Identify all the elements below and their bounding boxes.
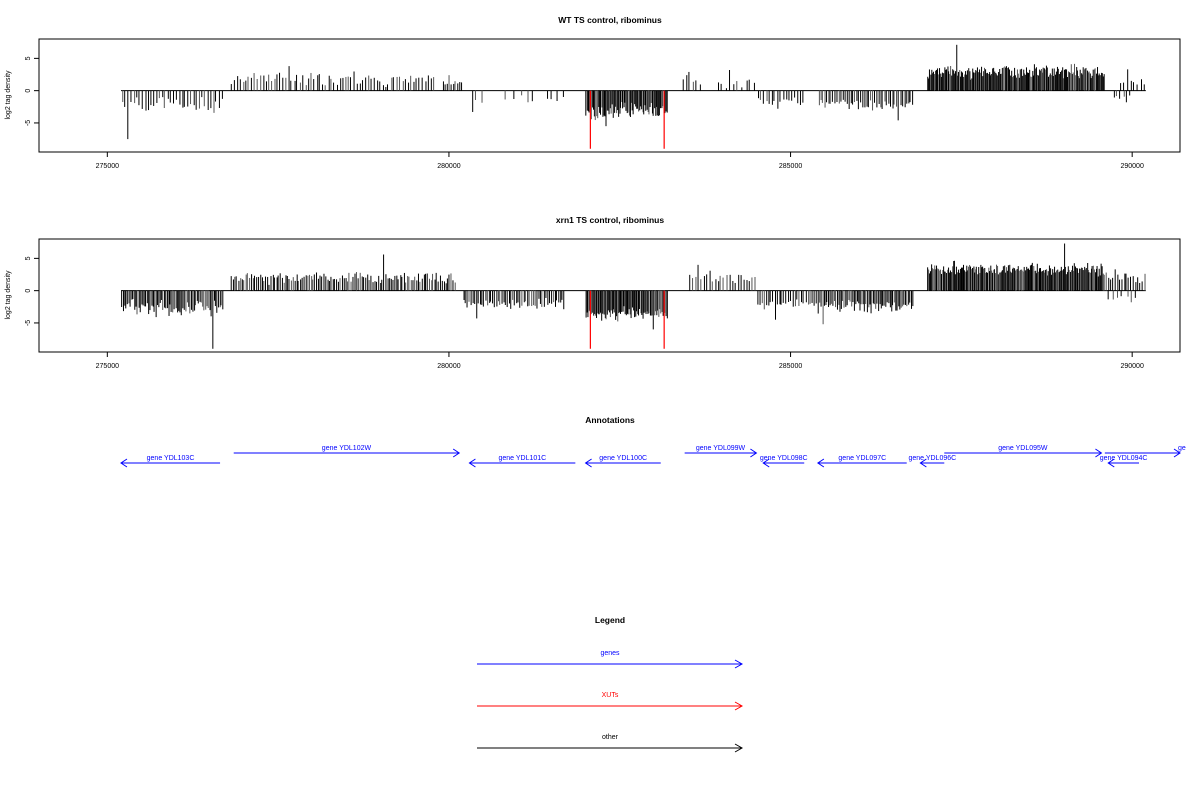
- panel-title: WT TS control, ribominus: [558, 15, 662, 25]
- y-tick-label: 5: [25, 256, 32, 260]
- arrow-head: [762, 458, 770, 468]
- gene-annotation: ge: [1104, 445, 1186, 458]
- gene-label: gene YDL096C: [908, 455, 956, 462]
- legend-item: XUTs: [477, 692, 744, 711]
- arrow-head: [750, 448, 758, 458]
- y-tick-label: -5: [25, 320, 32, 326]
- gene-annotation: gene YDL102W: [233, 445, 461, 458]
- gene-label: gene YDL103C: [147, 455, 195, 462]
- legend-label: other: [602, 734, 619, 741]
- x-tick-label: 280000: [437, 363, 460, 370]
- gene-label: ge: [1178, 445, 1186, 452]
- gene-annotation: gene YDL103C: [120, 455, 221, 468]
- bar-series: [121, 243, 1146, 349]
- y-axis-label: log2 tag density: [5, 70, 12, 120]
- legend: Legend genes XUTs other: [477, 615, 744, 753]
- x-tick-label: 290000: [1120, 163, 1143, 170]
- x-tick-label: 285000: [779, 363, 802, 370]
- gene-annotation: gene YDL101C: [468, 455, 576, 468]
- gene-label: gene YDL099W: [696, 445, 746, 452]
- gene-label: gene YDL095W: [998, 445, 1048, 452]
- gene-annotation: gene YDL099W: [684, 445, 758, 458]
- x-tick-label: 280000: [437, 163, 460, 170]
- panel-wt: WT TS control, ribominus log2 tag densit…: [5, 15, 1181, 170]
- gene-annotation: gene YDL095W: [944, 445, 1103, 458]
- arrow-head: [816, 458, 825, 468]
- arrow-head: [1173, 448, 1181, 458]
- arrow-head: [734, 701, 744, 711]
- legend-item: genes: [477, 650, 744, 669]
- panel-title: xrn1 TS control, ribominus: [556, 215, 664, 225]
- gene-annotation: gene YDL096C: [908, 455, 956, 468]
- gene-annotation: gene YDL094C: [1100, 455, 1148, 468]
- arrow-head: [452, 448, 461, 458]
- bar-series: [122, 44, 1145, 140]
- y-tick-label: 5: [25, 56, 32, 60]
- gene-label: gene YDL102W: [322, 445, 372, 452]
- gene-label: gene YDL094C: [1100, 455, 1148, 462]
- annotations-title: Annotations: [585, 415, 635, 425]
- gene-annotation: gene YDL098C: [760, 455, 808, 468]
- panel-xrn1: xrn1 TS control, ribominus log2 tag dens…: [5, 215, 1181, 370]
- y-tick-label: -5: [25, 120, 32, 126]
- legend-label: genes: [600, 650, 620, 657]
- gene-annotation: gene YDL097C: [816, 455, 907, 468]
- arrow-head: [120, 458, 128, 468]
- gene-label: gene YDL101C: [499, 455, 547, 462]
- y-tick-label: 0: [25, 89, 32, 93]
- arrow-head: [734, 659, 744, 669]
- x-tick-label: 285000: [779, 163, 802, 170]
- axes: 275000 280000 285000 290000 5 0 -5: [25, 256, 1144, 370]
- axes: 275000 280000 285000 290000 5 0 -5: [25, 56, 1144, 170]
- plot-frame: [38, 238, 1181, 353]
- arrow-head: [1107, 458, 1115, 468]
- y-tick-label: 0: [25, 289, 32, 293]
- plot-frame: [38, 38, 1181, 153]
- arrow-head: [584, 458, 592, 468]
- gene-label: gene YDL098C: [760, 455, 808, 462]
- arrow-head: [1095, 448, 1103, 458]
- arrow-head: [734, 743, 744, 753]
- xut-marks: [589, 90, 665, 149]
- y-axis-label: log2 tag density: [5, 270, 12, 320]
- legend-title: Legend: [595, 615, 625, 625]
- x-tick-label: 275000: [96, 363, 119, 370]
- legend-item: other: [477, 734, 744, 753]
- gene-arrows: gene YDL103C gene YDL102W gene YDL101C gene…: [120, 445, 1186, 468]
- gene-label: gene YDL100C: [599, 455, 647, 462]
- arrow-head: [468, 458, 476, 468]
- gene-annotation: gene YDL100C: [584, 455, 661, 468]
- x-tick-label: 275000: [96, 163, 119, 170]
- xut-marks: [589, 290, 665, 349]
- legend-label: XUTs: [602, 692, 619, 699]
- x-tick-label: 290000: [1120, 363, 1143, 370]
- gene-label: gene YDL097C: [838, 455, 886, 462]
- arrow-head: [919, 458, 927, 468]
- legend-items: genes XUTs other: [477, 650, 744, 753]
